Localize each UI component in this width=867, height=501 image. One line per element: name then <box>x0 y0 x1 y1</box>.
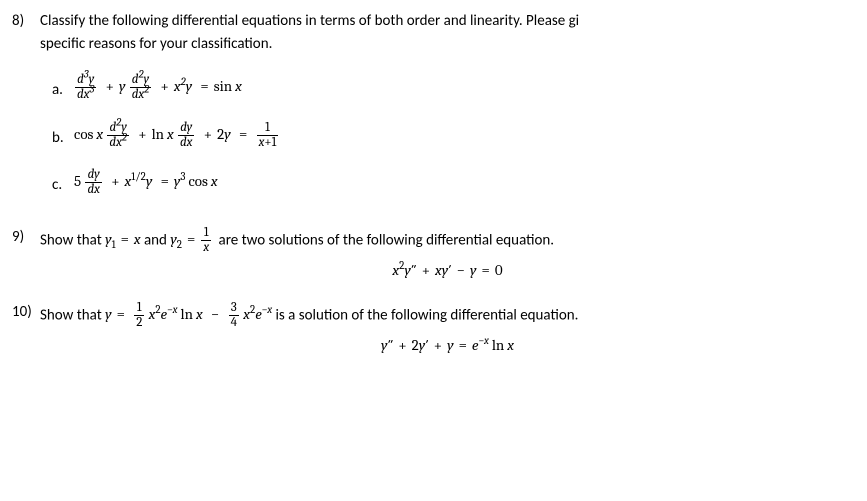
subpart-label: a. <box>52 73 74 103</box>
problem-10: 10) Show that y= 12 x2e−x ln x − 34 x2e−… <box>12 301 855 372</box>
tail-text: is a solution of the following different… <box>275 306 578 324</box>
problem-8: 8) Classify the following differential e… <box>12 10 855 216</box>
problem-text: Classify the following differential equa… <box>40 12 579 53</box>
lead-text: Show that <box>40 306 105 324</box>
display-equation: y″+2y′+y=e−x ln x <box>40 334 855 358</box>
display-equation: x2y″+xy′−y=0 <box>40 259 855 283</box>
problem-body: Show that y= 12 x2e−x ln x − 34 x2e−x is… <box>40 301 855 372</box>
subpart-math: cos x d2ydx2 +ln x dydx +2y = 1x+1 <box>74 121 855 151</box>
tail-text: are two solutions of the following diffe… <box>219 231 555 249</box>
problem-9: 9) Show that y1=x and y2=1x are two solu… <box>12 226 855 297</box>
subpart-math: d3ydx3 +y d2ydx2 +x2y =sin x <box>74 73 855 103</box>
problem-body: Show that y1=x and y2=1x are two solutio… <box>40 226 855 297</box>
lead-text: Show that <box>40 231 105 249</box>
subpart-label: c. <box>52 168 74 198</box>
inline-math: y1=x <box>105 230 140 248</box>
subpart-c: c. 5 dydx +x1/2y =y3 cos x <box>52 168 855 198</box>
subpart-b: b. cos x d2ydx2 +ln x dydx +2y = 1x+1 <box>52 121 855 151</box>
inline-math: y= 12 x2e−x ln x − 34 x2e−x <box>105 305 275 323</box>
problem-number: 9) <box>12 226 40 297</box>
problem-number: 10) <box>12 301 40 372</box>
problem-body: Classify the following differential equa… <box>40 10 855 216</box>
subpart-a: a. d3ydx3 +y d2ydx2 +x2y =sin x <box>52 73 855 103</box>
subpart-math: 5 dydx +x1/2y =y3 cos x <box>74 168 855 198</box>
inline-math: y2=1x <box>170 230 215 248</box>
subpart-label: b. <box>52 121 74 151</box>
mid-text: and <box>144 231 170 249</box>
problem-number: 8) <box>12 10 40 216</box>
